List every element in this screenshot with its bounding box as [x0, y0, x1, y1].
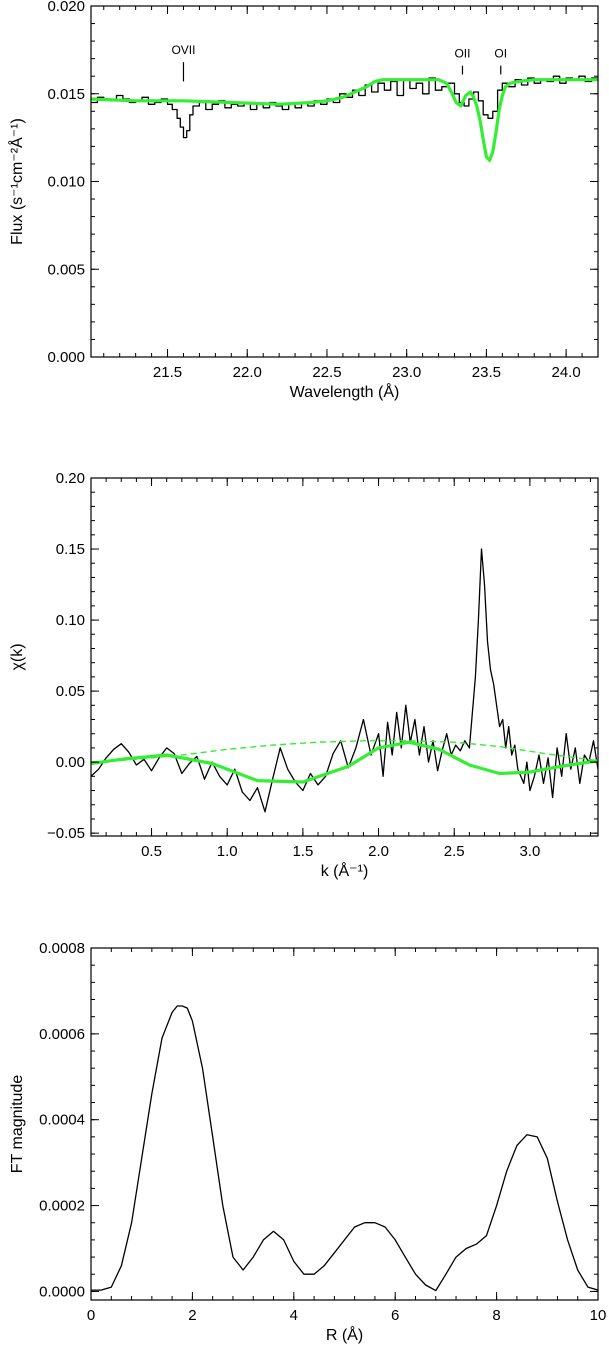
chi-ytick-label: 0.05	[56, 683, 85, 700]
flux-ytick-label: 0.020	[47, 0, 85, 15]
flux-panel: 21.5 22.0 22.5 23.0 23.5 24.0 0.000 0.005 0.010 0…	[7, 0, 599, 401]
chi-ytick-label: 0.00	[56, 754, 85, 771]
chi-xtick-label: 1.5	[292, 843, 313, 860]
ft-xtick-label: 10	[590, 1307, 607, 1324]
chi-xtick-label: 3.0	[519, 843, 540, 860]
chi-ylabel: χ(k)	[9, 643, 26, 670]
ft-panel: 0 2 4 6 8 10 0.0000 0.0002 0.0004 0.0006 0.0008 R (…	[9, 940, 606, 1344]
flux-annotation-label: OII	[454, 47, 470, 61]
flux-plot-frame	[90, 5, 599, 358]
ft-xtick-label: 2	[188, 1307, 196, 1324]
ft-ytick-label: 0.0002	[39, 1198, 85, 1215]
chi-xtick-label: 0.5	[141, 843, 162, 860]
chi-ytick-label: 0.10	[56, 612, 85, 629]
ft-xlabel: R (Å)	[326, 1325, 363, 1344]
flux-xlabel: Wavelength (Å)	[290, 382, 400, 401]
flux-series-1	[91, 78, 598, 162]
flux-xtick-label: 22.5	[312, 364, 341, 381]
flux-series-0	[91, 75, 598, 139]
chi-series-1	[91, 740, 598, 784]
chi-ytick-label: 0.20	[56, 470, 85, 487]
chi-ytick-label: 0.15	[56, 541, 85, 558]
ft-xtick-label: 0	[87, 1307, 95, 1324]
flux-xtick-label: 22.0	[233, 364, 262, 381]
ft-xtick-label: 4	[290, 1307, 298, 1324]
ft-ytick-label: 0.0008	[39, 940, 85, 957]
ft-series-0	[91, 1005, 598, 1292]
flux-ytick-label: 0.005	[47, 261, 85, 278]
ft-plot-frame	[90, 947, 599, 1301]
chi-xtick-label: 1.0	[217, 843, 238, 860]
flux-xtick-label: 23.5	[472, 364, 501, 381]
flux-xtick-label: 23.0	[392, 364, 421, 381]
chi-xtick-label: 2.5	[444, 843, 465, 860]
ft-ytick-label: 0.0006	[39, 1026, 85, 1043]
flux-ytick-label: 0.000	[47, 349, 85, 366]
chi-xlabel: k (Å⁻¹)	[321, 861, 369, 880]
flux-xtick-label: 21.5	[153, 364, 182, 381]
chi-series-2	[91, 740, 598, 763]
chi-series-0	[91, 548, 598, 813]
flux-xtick-label: 24.0	[552, 364, 581, 381]
flux-annotation-label: OVII	[171, 43, 195, 57]
flux-annotation-label: OI	[494, 47, 507, 61]
chi-panel: 0.5 1.0 1.5 2.0 2.5 3.0 −0.05 0.00 0.05 0.10 0.15 0…	[9, 470, 599, 880]
flux-ylabel: Flux (s⁻¹cm⁻²Å⁻¹)	[7, 118, 26, 245]
ft-ytick-label: 0.0004	[39, 1112, 85, 1129]
ft-ylabel: FT magnitude	[9, 1075, 26, 1174]
flux-ytick-label: 0.010	[47, 174, 85, 191]
ft-xtick-label: 8	[492, 1307, 500, 1324]
chi-ytick-label: −0.05	[47, 825, 85, 842]
chi-plot-frame	[90, 477, 599, 837]
flux-ytick-label: 0.015	[47, 86, 85, 103]
ft-xtick-label: 6	[391, 1307, 399, 1324]
ft-ytick-label: 0.0000	[39, 1283, 85, 1300]
chi-xtick-label: 2.0	[368, 843, 389, 860]
